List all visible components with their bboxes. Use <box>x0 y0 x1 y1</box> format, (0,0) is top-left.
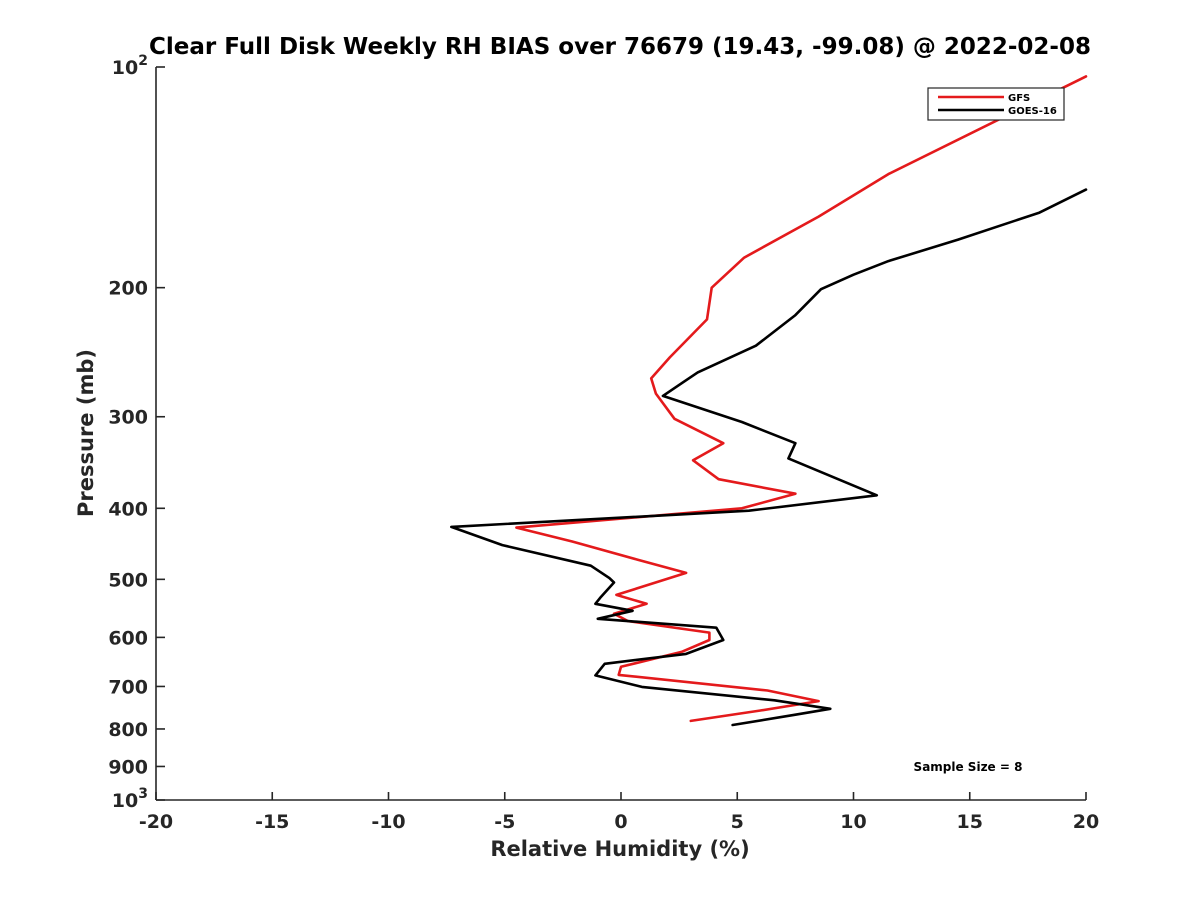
x-tick-label: 5 <box>731 811 744 833</box>
x-ticks: -20 -15 -10 -5 0 5 10 15 20 <box>139 792 1099 833</box>
x-tick-label: 20 <box>1073 811 1099 833</box>
legend-label-goes16: GOES-16 <box>1008 106 1057 117</box>
y-ticks: 102 200 300 400 500 600 700 800 900 103 <box>108 53 165 812</box>
y-tick-label: 102 <box>112 53 148 79</box>
legend-label-gfs: GFS <box>1008 93 1030 104</box>
y-tick-label: 900 <box>108 756 148 778</box>
x-tick-label: -20 <box>139 811 173 833</box>
legend-box <box>927 87 1065 121</box>
series-line-goes16 <box>450 188 1088 727</box>
x-tick-label: 15 <box>957 811 983 833</box>
x-tick-label: 10 <box>840 811 866 833</box>
x-tick-label: -5 <box>494 811 515 833</box>
chart-title: Clear Full Disk Weekly RH BIAS over 7667… <box>149 34 1091 60</box>
y-axis-label: Pressure (mb) <box>74 349 98 517</box>
legend: GFS GOES-16 <box>927 87 1065 121</box>
series-line-gfs <box>515 75 1088 723</box>
y-tick-label: 700 <box>108 676 148 698</box>
y-tick-label: 103 <box>112 786 148 812</box>
x-tick-label: -15 <box>255 811 289 833</box>
x-axis-label: Relative Humidity (%) <box>490 837 749 861</box>
y-tick-label: 300 <box>108 407 148 429</box>
series-layer <box>450 75 1088 727</box>
y-tick-label: 200 <box>108 278 148 300</box>
x-tick-label: 0 <box>614 811 627 833</box>
x-tick-label: -10 <box>371 811 405 833</box>
y-tick-label: 600 <box>108 627 148 649</box>
sample-size-annotation: Sample Size = 8 <box>914 760 1023 774</box>
y-tick-label: 500 <box>108 569 148 591</box>
y-tick-label: 400 <box>108 498 148 520</box>
y-tick-label: 800 <box>108 719 148 741</box>
